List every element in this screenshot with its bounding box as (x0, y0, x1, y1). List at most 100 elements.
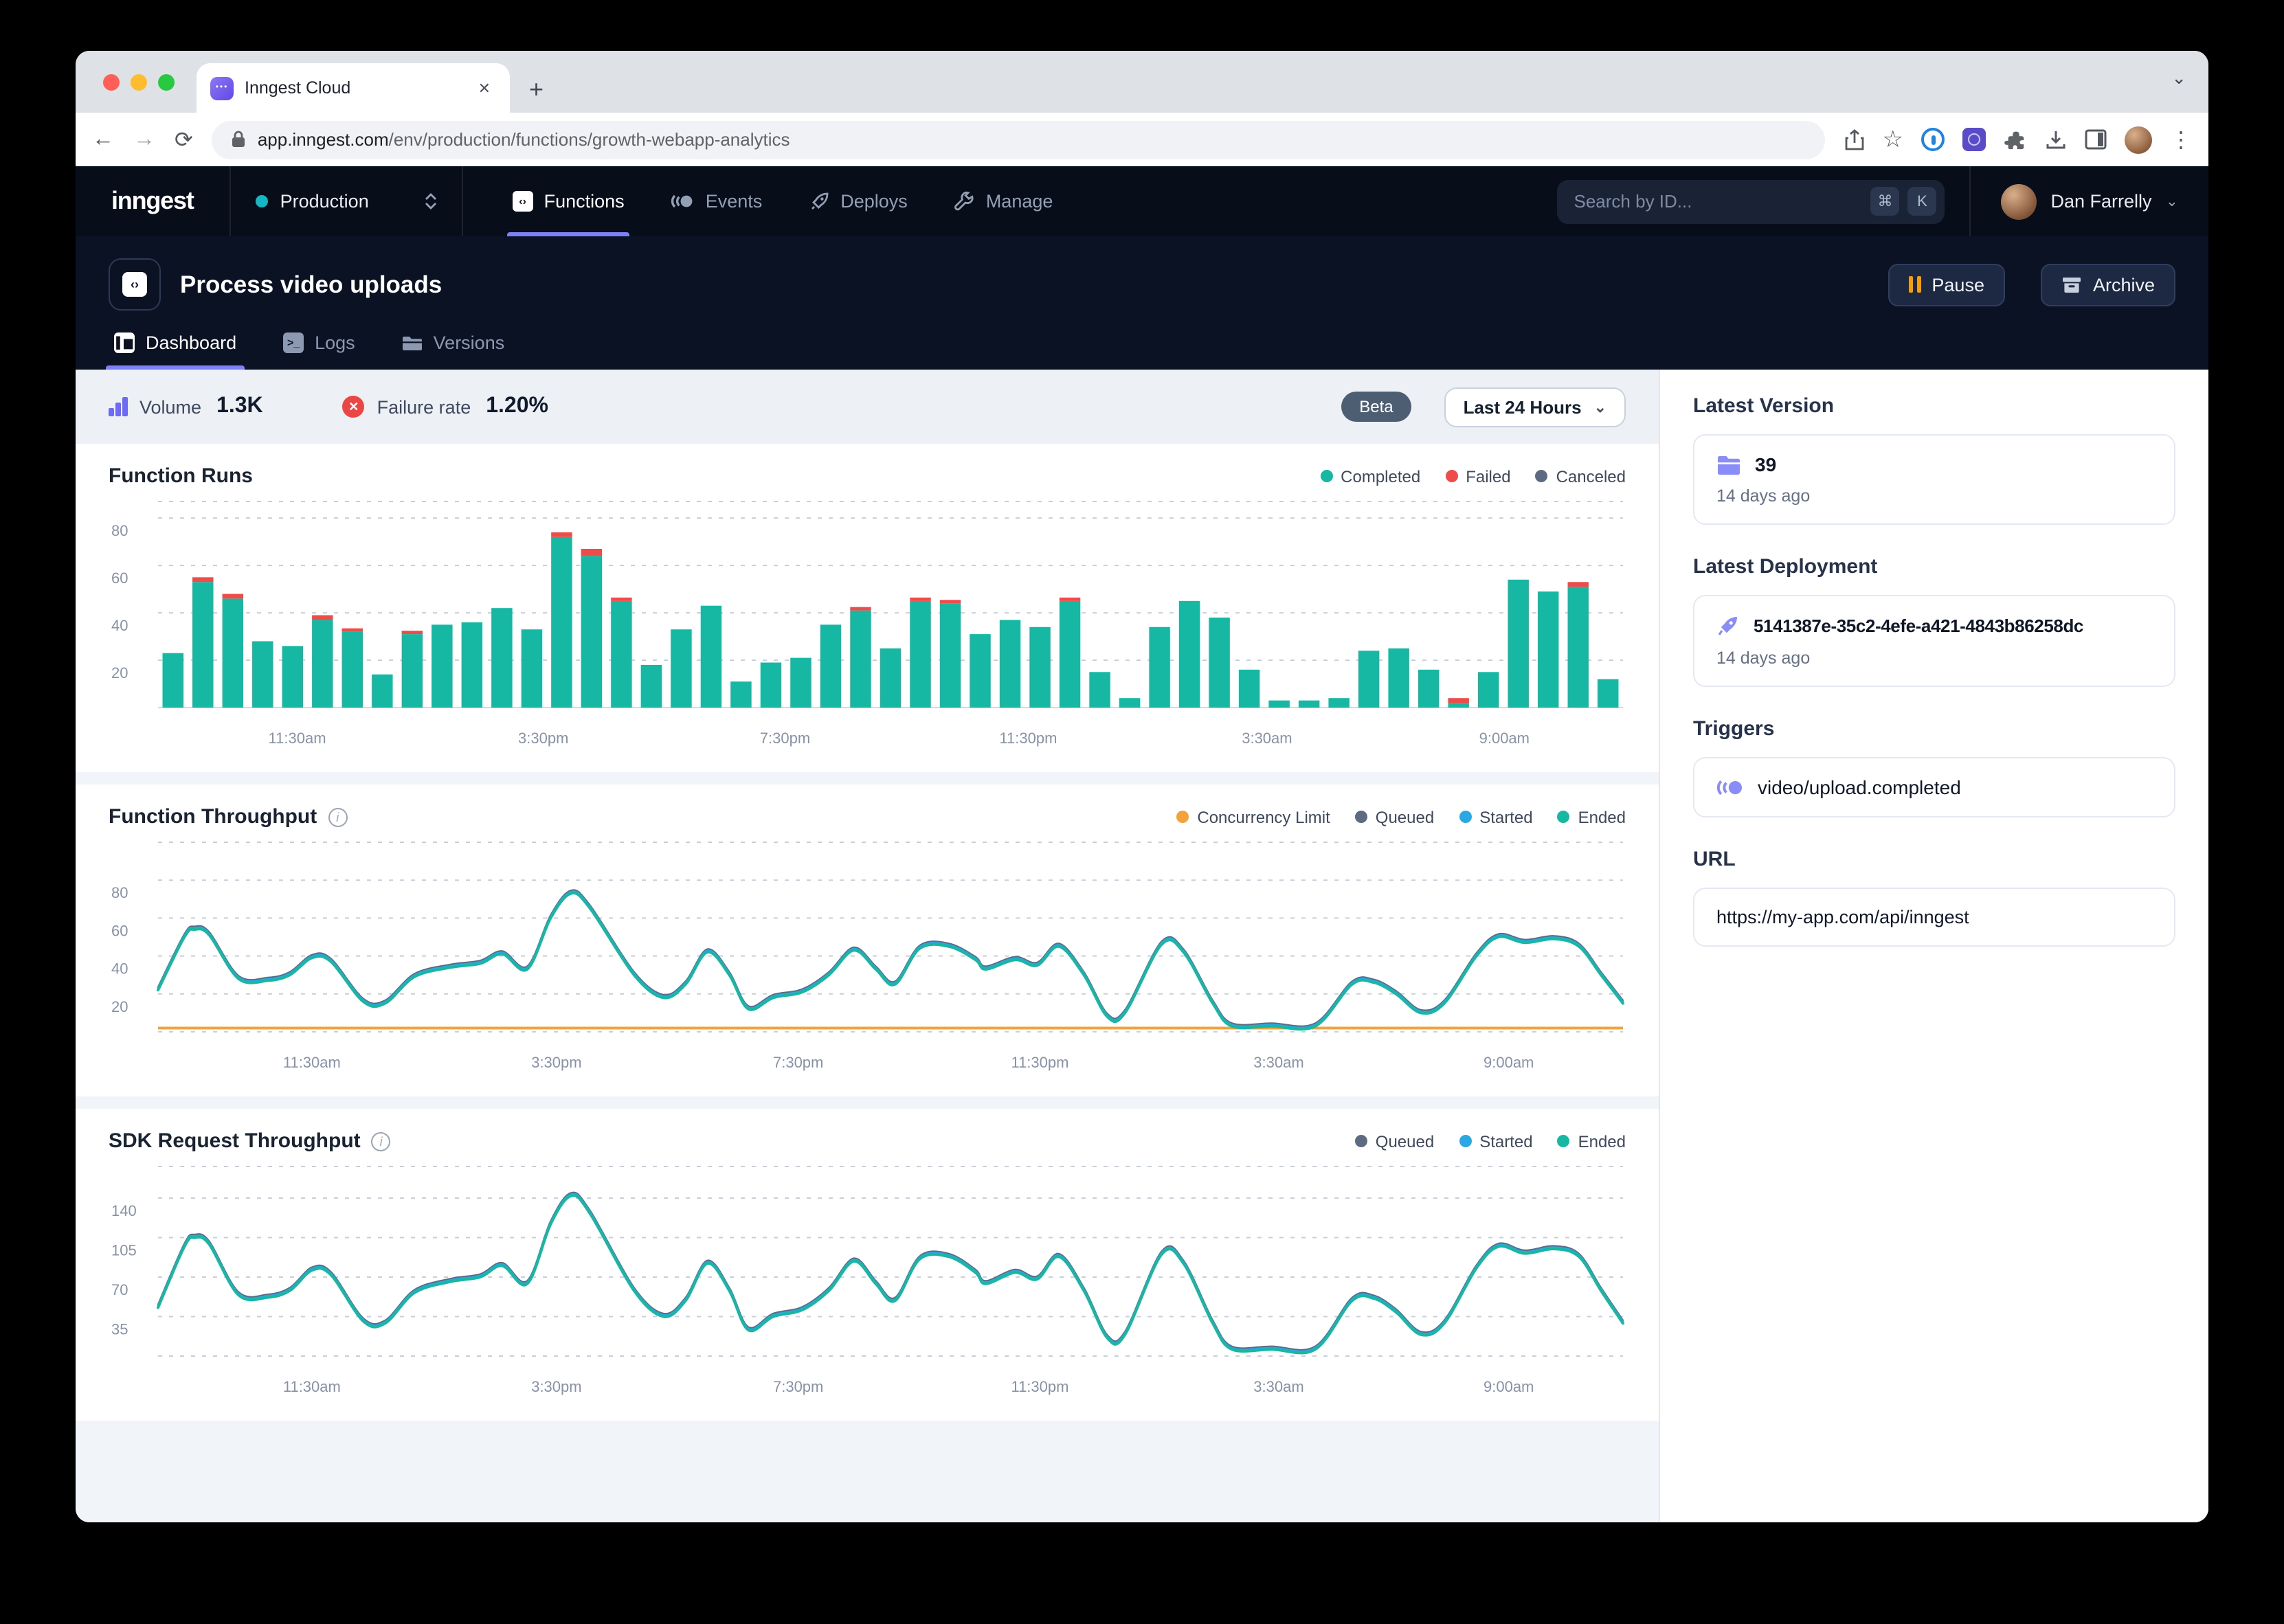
bar-completed (1388, 649, 1409, 708)
nav-item-functions[interactable]: ‹› Functions (493, 166, 644, 236)
password-manager-extension-icon[interactable] (1921, 128, 1945, 151)
minimize-window-button[interactable] (131, 74, 147, 90)
sdk-throughput-section: SDK Request Throughput i QueuedStartedEn… (76, 1109, 1659, 1421)
archive-label: Archive (2093, 274, 2155, 295)
svg-text:7:30pm: 7:30pm (760, 730, 810, 747)
bookmark-star-icon[interactable]: ☆ (1883, 126, 1904, 153)
nav-item-deploys[interactable]: Deploys (790, 166, 927, 236)
function-badge-icon: ‹› (109, 258, 161, 311)
bar-completed (1089, 672, 1110, 708)
svg-text:9:00am: 9:00am (1484, 1378, 1534, 1395)
lock-icon (232, 131, 247, 148)
sdk-throughput-chart[interactable]: 357010514011:30am3:30pm7:30pm11:30pm3:30… (109, 1158, 1626, 1412)
legend-label: Queued (1376, 807, 1434, 826)
svg-text:3:30am: 3:30am (1242, 730, 1292, 747)
svg-text:80: 80 (111, 884, 128, 901)
nav-item-label: Manage (986, 191, 1053, 212)
function-runs-chart[interactable]: 2040608011:30am3:30pm7:30pm11:30pm3:30am… (109, 493, 1626, 764)
back-button[interactable]: ← (92, 127, 114, 152)
bar-completed (491, 608, 512, 708)
reload-button[interactable]: ⟳ (175, 126, 193, 153)
legend-label: Completed (1341, 466, 1420, 486)
svg-text:140: 140 (111, 1202, 137, 1219)
tab-dashboard[interactable]: ▌▆ Dashboard (114, 332, 236, 370)
tab-versions[interactable]: Versions (402, 332, 505, 370)
bar-failed (581, 549, 602, 556)
bar-completed (970, 634, 990, 708)
legend-dot (1445, 470, 1457, 482)
bar-completed (372, 675, 392, 708)
extensions-puzzle-icon[interactable] (2004, 128, 2027, 151)
tab-logs[interactable]: >_ Logs (283, 332, 355, 370)
bar-failed (1060, 598, 1080, 601)
bar-failed (850, 607, 871, 611)
svg-text:40: 40 (111, 617, 128, 634)
share-icon[interactable] (1844, 128, 1865, 150)
search-input[interactable]: Search by ID... ⌘ K (1558, 179, 1945, 223)
pause-label: Pause (1932, 274, 1984, 295)
bar-completed (312, 620, 333, 708)
nav-item-events[interactable]: Events (652, 166, 782, 236)
bar-completed (1538, 591, 1558, 708)
address-bar[interactable]: app.inngest.com/env/production/functions… (212, 120, 1825, 159)
bar-completed (1358, 651, 1379, 708)
downloads-icon[interactable] (2045, 128, 2067, 150)
svg-text:60: 60 (111, 569, 128, 587)
nav-item-manage[interactable]: Manage (935, 166, 1073, 236)
new-tab-button[interactable]: + (529, 76, 544, 113)
user-menu[interactable]: Dan Farrelly ⌄ (1970, 166, 2209, 236)
side-panel-icon[interactable] (2085, 129, 2107, 150)
url-path: /env/production/functions/growth-webapp-… (389, 129, 790, 150)
legend-dot (1536, 470, 1548, 482)
browser-menu-kebab-icon[interactable]: ⋮ (2170, 126, 2192, 153)
tab-close-icon[interactable]: ✕ (473, 76, 496, 100)
line-chart-svg: 2040608011:30am3:30pm7:30pm11:30pm3:30am… (109, 834, 1626, 1081)
legend-item: Queued (1355, 1131, 1434, 1151)
volume-label: Volume (139, 396, 201, 417)
nav-item-label: Deploys (840, 191, 908, 212)
bar-failed (342, 629, 363, 632)
latest-deployment-card[interactable]: 5141387e-35c2-4efe-a421-4843b86258dc 14 … (1693, 595, 2175, 687)
info-icon[interactable]: i (372, 1131, 391, 1151)
deployment-id: 5141387e-35c2-4efe-a421-4843b86258dc (1754, 616, 2083, 636)
bar-completed (252, 641, 273, 708)
legend-label: Ended (1578, 807, 1626, 826)
nav-items: ‹› Functions Events (463, 166, 1073, 236)
trigger-card[interactable]: video/upload.completed (1693, 757, 2175, 817)
window-controls[interactable] (103, 51, 175, 113)
close-window-button[interactable] (103, 74, 120, 90)
bar-completed (701, 606, 721, 708)
environment-selector[interactable]: Production (231, 166, 462, 236)
bar-completed (223, 598, 243, 708)
time-range-select[interactable]: Last 24 Hours ⌄ (1444, 387, 1626, 427)
purple-extension-icon[interactable] (1962, 128, 1986, 151)
svg-text:3:30am: 3:30am (1253, 1378, 1303, 1395)
legend-dot (1320, 470, 1332, 482)
bar-completed (163, 653, 183, 708)
function-throughput-chart[interactable]: 2040608011:30am3:30pm7:30pm11:30pm3:30am… (109, 834, 1626, 1088)
svg-text:80: 80 (111, 522, 128, 539)
bar-chart-svg: 2040608011:30am3:30pm7:30pm11:30pm3:30am… (109, 493, 1626, 757)
bar-failed (1568, 582, 1589, 587)
bar-completed (820, 624, 841, 708)
url-card[interactable]: https://my-app.com/api/inngest (1693, 888, 2175, 947)
browser-tab[interactable]: ••• Inngest Cloud ✕ (197, 63, 510, 113)
version-folder-icon (1716, 454, 1741, 475)
forward-button[interactable]: → (133, 127, 155, 152)
browser-profile-avatar[interactable] (2125, 126, 2152, 153)
bar-completed (611, 601, 631, 708)
inngest-logo[interactable]: inngest (76, 166, 229, 236)
svg-text:40: 40 (111, 960, 128, 978)
svg-text:105: 105 (111, 1242, 137, 1259)
tab-search-chevron-icon[interactable]: ⌄ (2171, 67, 2186, 89)
latest-version-card[interactable]: 39 14 days ago (1693, 434, 2175, 525)
info-icon[interactable]: i (328, 807, 347, 826)
archive-button[interactable]: Archive (2041, 263, 2175, 306)
maximize-window-button[interactable] (158, 74, 175, 90)
legend-item: Started (1459, 1131, 1532, 1151)
screen: ••• Inngest Cloud ✕ + ⌄ ← → ⟳ app.innges… (0, 0, 2284, 1624)
pause-button[interactable]: Pause (1888, 263, 2005, 306)
version-number: 39 (1755, 453, 1776, 475)
bar-completed (880, 649, 901, 708)
bar-failed (223, 594, 243, 598)
